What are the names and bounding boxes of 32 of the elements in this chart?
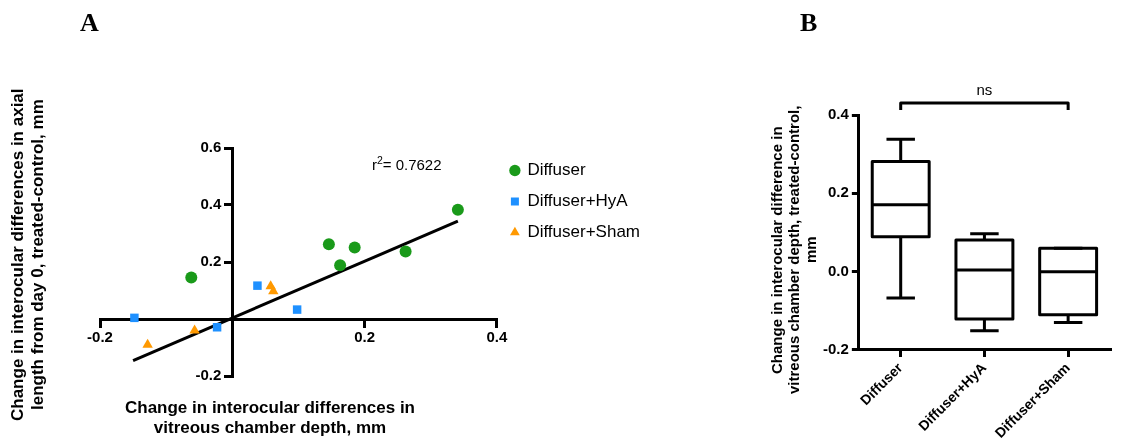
y-tick-label: 0.2 [200,252,222,270]
x-tick-label: -0.2 [87,328,113,346]
y-tick-label: 0.2 [827,183,849,201]
chart-title: B [800,8,818,38]
y-axis-title: Change in interocular difference in vitreous chamber depth, treated-control, mm [768,104,819,397]
point [185,271,198,284]
point [348,241,361,254]
point [399,245,412,258]
legend-label: Diffuser+HyA [527,191,629,211]
x-axis-title: Change in interocular differences in vitreous chamber depth, mm [124,398,416,438]
x-tick-label: 0.4 [486,328,508,346]
point [253,281,262,290]
y-tick-label: 0.4 [827,105,850,123]
legend-label: Diffuser [527,160,586,180]
point [322,238,335,251]
point [130,313,139,323]
point [292,305,302,314]
point [451,203,464,216]
legend-label: Diffuser+Sham [527,222,641,242]
y-axis-title: Change in interocular differences in axial length from day 0, treated-control, mm [8,87,48,424]
y-tick-label: 0.6 [200,138,222,156]
y-tick-label: -0.2 [822,340,849,358]
chart-title: A [80,8,99,38]
text: ns [976,81,993,98]
point [268,285,279,295]
point [142,338,153,348]
point [189,324,200,334]
y-tick-label: 0.4 [200,195,222,213]
point [212,323,222,332]
x-tick-label: 0.2 [354,328,376,346]
y-tick-label: 0.0 [827,261,849,279]
point [334,259,347,272]
